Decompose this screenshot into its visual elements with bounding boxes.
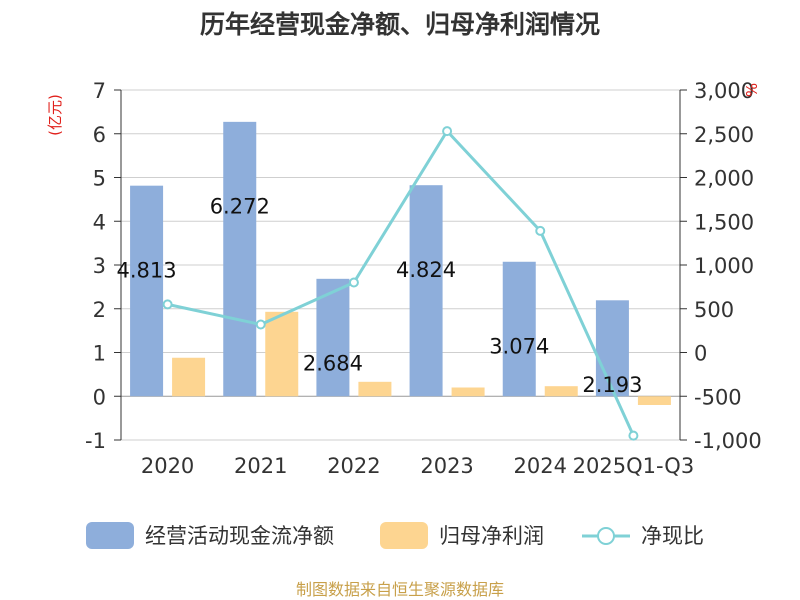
right-tick-label: 1,000 [694, 254, 754, 278]
left-tick-label: 0 [93, 385, 106, 409]
cash-ratio-point [348, 277, 359, 288]
x-tick-label: 2025Q1-Q3 [573, 454, 695, 478]
x-tick-label: 2024 [514, 454, 567, 478]
right-tick-label: 0 [694, 342, 707, 366]
left-tick-label: 7 [93, 79, 106, 103]
bar-net-profit [451, 387, 485, 397]
bar-net-profit [544, 386, 578, 397]
right-axis-unit: % [743, 83, 761, 97]
right-tick-label: -1,000 [694, 429, 762, 453]
line-series-group [162, 126, 639, 441]
x-tick-label: 2020 [141, 454, 194, 478]
cash-ratio-point [442, 126, 453, 137]
right-tick-label: 1,500 [694, 210, 754, 234]
legend-label-net-profit: 归母净利润 [439, 524, 544, 548]
bar-net-profit [265, 311, 299, 397]
left-tick-label: 5 [93, 167, 106, 191]
left-tick-label: 4 [93, 210, 106, 234]
cash-ratio-point [255, 319, 266, 330]
bar-net-profit [172, 357, 206, 397]
source-note: 制图数据来自恒生聚源数据库 [296, 580, 504, 599]
bar-net-profit [637, 396, 671, 405]
x-tick-label: 2023 [420, 454, 473, 478]
legend: 经营活动现金流净额 归母净利润 净现比 [86, 522, 704, 549]
legend-swatch-operating-cash-flow [86, 522, 134, 549]
data-label-operating-cash-flow: 2.193 [582, 373, 642, 397]
legend-label-cash-ratio: 净现比 [641, 524, 704, 548]
data-labels: 4.813 6.272 2.684 4.824 3.074 2.193 [117, 195, 643, 397]
data-label-operating-cash-flow: 4.824 [396, 258, 456, 282]
x-tick-label: 2021 [234, 454, 287, 478]
bar-series-group [130, 121, 671, 405]
grid-lines [121, 89, 680, 441]
chart-title: 历年经营现金净额、归母净利润情况 [200, 10, 600, 39]
cash-ratio-point [162, 299, 173, 310]
data-label-operating-cash-flow: 6.272 [210, 195, 270, 219]
line-cash-ratio [167, 129, 635, 437]
data-label-operating-cash-flow: 4.813 [117, 259, 177, 283]
left-tick-label: 1 [93, 342, 106, 366]
legend-swatch-net-profit [380, 522, 428, 549]
cash-ratio-point [535, 225, 546, 236]
bar-operating-cash-flow [502, 261, 536, 397]
right-tick-label: 3,000 [694, 79, 754, 103]
bar-operating-cash-flow [595, 300, 629, 397]
legend-marker-cash-ratio [597, 527, 615, 545]
left-axis-unit: (亿元) [46, 94, 64, 136]
axes: -1 0 1 2 3 4 5 6 7 -1,000 -500 0 500 1,000 1,500 2,000 2… [85, 79, 762, 478]
bar-operating-cash-flow [130, 185, 164, 397]
left-tick-label: 2 [93, 298, 106, 322]
right-tick-label: 500 [694, 298, 734, 322]
right-tick-label: -500 [694, 385, 742, 409]
cash-ratio-point [628, 430, 639, 441]
right-tick-label: 2,500 [694, 123, 754, 147]
bar-operating-cash-flow [409, 185, 443, 397]
left-tick-label: -1 [85, 429, 106, 453]
bar-net-profit [358, 381, 392, 397]
bar-operating-cash-flow [223, 121, 257, 397]
data-label-operating-cash-flow: 3.074 [489, 335, 549, 359]
right-tick-label: 2,000 [694, 167, 754, 191]
data-label-operating-cash-flow: 2.684 [303, 352, 363, 376]
x-tick-label: 2022 [327, 454, 380, 478]
left-tick-label: 6 [93, 123, 106, 147]
legend-label-operating-cash-flow: 经营活动现金流净额 [145, 524, 334, 548]
left-tick-label: 3 [93, 254, 106, 278]
